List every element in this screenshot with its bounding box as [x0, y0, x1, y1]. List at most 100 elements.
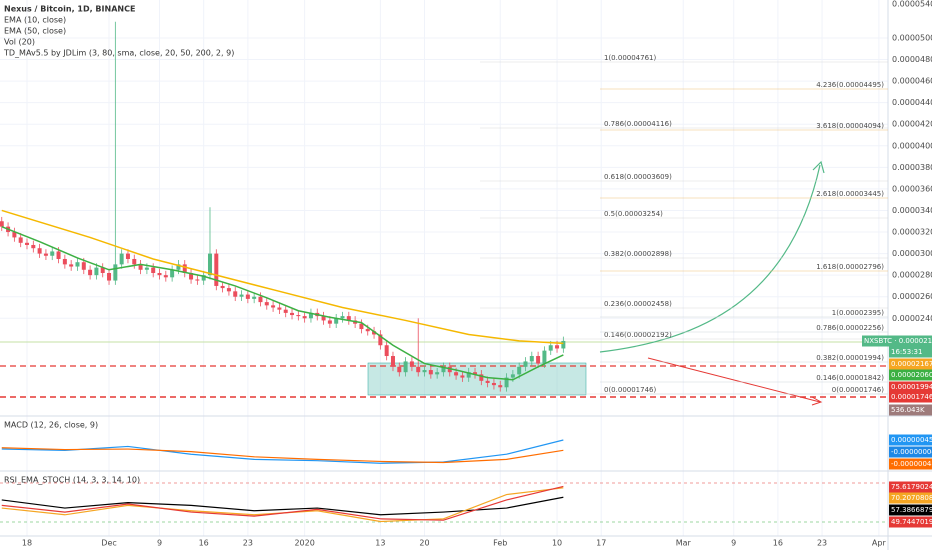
candle-body: [384, 345, 389, 357]
candle-body: [107, 273, 112, 281]
price-tag-text: 0.00002167: [891, 360, 932, 368]
price-tag-text: 0.00002060: [891, 371, 932, 379]
x-tick-label: Dec: [101, 539, 116, 548]
x-tick-label: 2020: [294, 539, 314, 548]
y-tick-label: 0.00004200: [892, 120, 932, 129]
legend-entry: TD_MAv5.5 by JDLim (3, 80, sma, close, 2…: [3, 49, 234, 58]
y-tick-label: 0.00005400: [892, 0, 932, 9]
fib-label: 1(0.00004761): [604, 54, 656, 62]
y-tick-label: 0.00004600: [892, 77, 932, 86]
legend-entry: EMA (10, close): [4, 16, 66, 25]
candle-body: [75, 262, 80, 267]
candle-body: [327, 320, 332, 324]
x-tick-label: 13: [375, 539, 385, 548]
fib-label: 0.618(0.00003609): [604, 173, 672, 181]
fib-label: 0.786(0.00004116): [604, 120, 672, 128]
price-tag: [889, 369, 932, 381]
price-tag: [889, 404, 932, 416]
y-tick-label: 0.00004400: [892, 98, 932, 107]
candle-body: [220, 285, 225, 289]
candle-body: [308, 312, 313, 319]
legend-entry: EMA (50, close): [4, 27, 66, 36]
candle-body: [441, 366, 446, 373]
candle-body: [125, 253, 130, 259]
candle-body: [252, 296, 257, 299]
candle-body: [113, 264, 118, 281]
price-tag-text: 70.20708083: [891, 494, 932, 502]
legend-entry: Vol (20): [4, 38, 35, 47]
price-tag: [889, 504, 932, 516]
y-tick-label: 0.00004000: [892, 141, 932, 150]
fib-label: 2.618(0.00003445): [816, 190, 884, 198]
candle-body: [561, 340, 566, 349]
x-tick-label: Feb: [493, 539, 507, 548]
candle-body: [473, 372, 478, 375]
candle-body: [390, 356, 395, 367]
candle-body: [365, 329, 370, 332]
candle-body: [510, 374, 515, 378]
candle-body: [321, 316, 326, 321]
y-tick-label: 0.00003200: [892, 228, 932, 237]
candle-body: [182, 264, 187, 274]
candle-body: [403, 361, 408, 373]
x-tick-label: 10: [552, 539, 562, 548]
y-tick-label: 0.00002400: [892, 314, 932, 323]
candle-body: [271, 305, 276, 308]
y-tick-label: 0.00003400: [892, 206, 932, 215]
candle-body: [523, 361, 528, 367]
candle-body: [81, 262, 86, 270]
price-tag-text: 0.00000045: [891, 436, 932, 444]
fib-label: 0.236(0.00002458): [604, 300, 672, 308]
candle-body: [151, 267, 156, 274]
price-tag-text: 16:53:31: [891, 348, 922, 356]
x-tick-label: 20: [419, 539, 429, 548]
ema-line: [1, 225, 564, 381]
fib-label: 3.618(0.00004094): [816, 122, 884, 130]
arrow-head: [812, 160, 825, 174]
macd-line: [1, 439, 564, 464]
fib-label: 0.786(0.00002256): [816, 324, 884, 332]
candle-body: [189, 273, 194, 280]
candle-body: [454, 372, 459, 376]
y-tick-label: 0.00003000: [892, 249, 932, 258]
price-tag: [862, 335, 932, 347]
candle-body: [226, 288, 231, 292]
pane-title: MACD (12, 26, close, 9): [4, 421, 98, 430]
price-tag: [889, 446, 932, 458]
x-tick-label: 9: [157, 539, 162, 548]
price-tag-text: 57.38668795: [891, 506, 932, 514]
candle-body: [283, 309, 288, 313]
x-tick-label: Apr: [872, 539, 887, 548]
price-tag: [889, 358, 932, 370]
fib-label: 0.5(0.00003254): [604, 210, 663, 218]
candle-body: [529, 356, 534, 362]
fib-label: 0.146(0.00002192): [604, 331, 672, 339]
x-tick-label: 23: [817, 539, 827, 548]
candle-body: [302, 316, 307, 319]
candle-body: [195, 279, 200, 281]
candle-body: [296, 315, 301, 317]
price-tag-text: 49.74470192: [891, 518, 932, 526]
candle-body: [25, 242, 29, 245]
candle-body: [517, 366, 522, 375]
candle-body: [258, 296, 263, 303]
candle-body: [163, 275, 168, 278]
candle-body: [397, 366, 402, 373]
fib-label: 0.382(0.00002898): [604, 250, 672, 258]
x-tick-label: 18: [22, 539, 32, 548]
rsi-line: [1, 485, 564, 521]
candle-body: [359, 323, 364, 330]
candle-body: [94, 267, 99, 276]
fib-label: 0(0.00001746): [832, 386, 884, 394]
ema-line: [1, 209, 564, 345]
candle-body: [56, 251, 61, 259]
candle-body: [264, 302, 269, 306]
price-tag-text: -0.00000004: [891, 448, 932, 456]
candle-body: [12, 232, 17, 238]
legend-entry: Nexus / Bitcoin, 1D, BINANCE: [4, 5, 135, 14]
candle-body: [100, 267, 105, 274]
price-tag-text: 536.043K: [891, 406, 925, 414]
price-tag: [889, 492, 932, 504]
